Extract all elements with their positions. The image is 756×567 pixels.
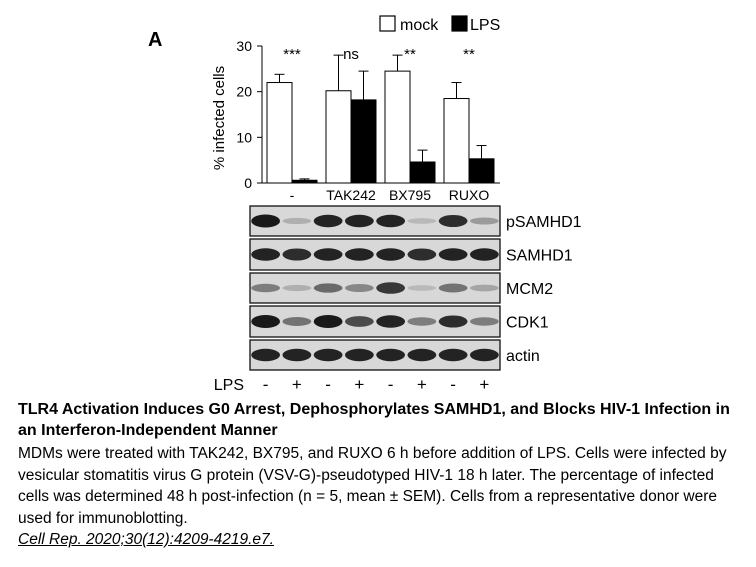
blot-band <box>282 284 312 292</box>
x-tick-label: BX795 <box>389 187 431 203</box>
blot-band <box>251 214 280 228</box>
blot-band <box>251 283 280 293</box>
blot-band <box>282 348 312 362</box>
x-tick-label: - <box>290 187 295 203</box>
blot-band <box>407 218 437 224</box>
figure-panel-a: A mock LPS % infected cells 0 10 20 30 - TAK2… <box>148 15 582 394</box>
blot-band <box>313 214 343 228</box>
legend-label-lps: LPS <box>470 17 500 34</box>
blot-row-label: CDK1 <box>506 315 549 332</box>
blot-band <box>282 317 312 326</box>
x-tick-label: RUXO <box>449 187 490 203</box>
lps-sign: - <box>263 375 269 394</box>
blot-band <box>438 283 468 293</box>
significance-label: ns <box>343 46 359 63</box>
y-axis-label: % infected cells <box>211 66 228 170</box>
blot-band <box>345 284 374 292</box>
blot-band <box>438 315 468 328</box>
lps-sign: + <box>417 375 427 394</box>
significance-label: ** <box>404 46 416 63</box>
legend-label-mock: mock <box>400 17 439 34</box>
lps-sign: - <box>325 375 331 394</box>
blot-row-label: pSAMHD1 <box>506 214 582 231</box>
bar-mock <box>443 98 470 184</box>
lps-sign: + <box>292 375 302 394</box>
bar-mock <box>384 70 411 184</box>
blot-band <box>345 348 374 362</box>
blot-band <box>470 248 499 261</box>
legend-swatch-mock <box>379 15 396 32</box>
caption-body: MDMs were treated with TAK242, BX795, an… <box>18 445 727 527</box>
blot-band <box>376 248 405 261</box>
blot-band <box>407 348 437 362</box>
blot-band <box>251 248 280 261</box>
y-tick-label: 20 <box>236 84 252 100</box>
blot-band <box>313 283 343 293</box>
blot-band <box>438 214 468 228</box>
lps-sign: - <box>450 375 456 394</box>
blot-row-label: actin <box>506 348 540 365</box>
blot-band <box>376 348 405 362</box>
blot-band <box>470 217 499 225</box>
blot-band <box>345 214 374 228</box>
lps-row-label: LPS <box>214 377 244 394</box>
figure-caption: TLR4 Activation Induces G0 Arrest, Depho… <box>18 399 748 550</box>
blot-band <box>313 248 343 261</box>
blot-band <box>251 315 280 328</box>
western-blot: pSAMHD1 SAMHD1 MCM2 CDK1 actin LPS - + - + - + - + <box>214 205 582 394</box>
y-tick-label: 30 <box>236 38 252 54</box>
blot-band <box>438 248 468 261</box>
blot-band <box>313 315 343 328</box>
blot-band <box>282 217 312 225</box>
significance-label: ** <box>463 46 475 63</box>
bars: *** ns ** ** <box>266 46 495 184</box>
bar-lps <box>350 99 377 184</box>
blot-band <box>345 316 374 327</box>
blot-row-label: MCM2 <box>506 281 553 298</box>
blot-band <box>376 214 405 228</box>
blot-band <box>407 248 437 261</box>
blot-band <box>282 248 312 261</box>
blot-band <box>251 348 280 362</box>
blot-row-label: SAMHD1 <box>506 248 573 265</box>
significance-label: *** <box>283 46 301 63</box>
lps-sign: + <box>354 375 364 394</box>
y-tick-label: 0 <box>244 175 252 191</box>
x-tick-label: TAK242 <box>326 187 376 203</box>
blot-band <box>407 285 437 291</box>
bar-lps <box>291 179 318 184</box>
blot-band <box>376 315 405 328</box>
citation-link[interactable]: Cell Rep. 2020;30(12):4209-4219.e7. <box>18 531 274 548</box>
blot-band <box>470 348 499 362</box>
blot-band <box>345 248 374 261</box>
lps-sign: - <box>388 375 394 394</box>
panel-label: A <box>148 29 162 51</box>
bar-lps <box>409 161 436 184</box>
lps-sign: + <box>479 375 489 394</box>
blot-band <box>438 348 468 362</box>
bar-lps <box>468 158 495 184</box>
blot-band <box>470 317 499 326</box>
bar-mock <box>325 90 352 184</box>
legend: mock LPS <box>379 15 500 34</box>
bar-mock <box>266 82 293 184</box>
blot-band <box>407 317 437 326</box>
legend-swatch-lps <box>451 15 468 32</box>
y-tick-label: 10 <box>236 129 252 145</box>
blot-band <box>376 282 405 294</box>
blot-band <box>470 284 499 292</box>
blot-band <box>313 348 343 362</box>
caption-title: TLR4 Activation Induces G0 Arrest, Depho… <box>18 401 730 439</box>
axis: 0 10 20 30 - TAK242 BX795 RUXO <box>236 38 500 203</box>
